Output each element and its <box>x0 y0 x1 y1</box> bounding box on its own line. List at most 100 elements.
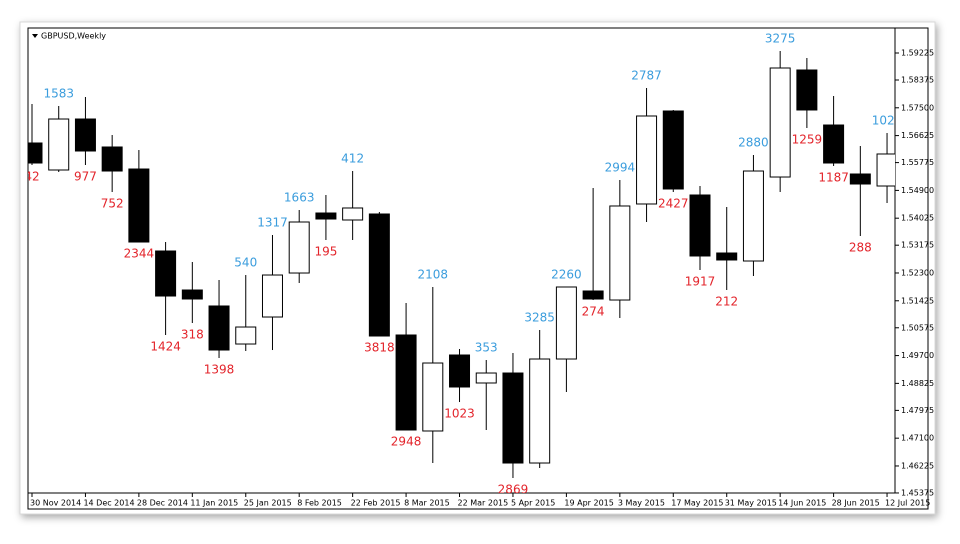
x-tick-label: 22 Mar 2015 <box>458 499 509 508</box>
candle-body <box>689 194 711 257</box>
candle-body <box>849 173 871 185</box>
volume-label: 2994 <box>605 161 636 175</box>
y-tick-label: 1.58375 <box>901 76 934 85</box>
candle-body <box>449 354 471 388</box>
volume-label: 2427 <box>658 197 689 211</box>
volume-label: 42 <box>24 170 39 184</box>
volume-label: 212 <box>715 295 738 309</box>
candle-body <box>208 305 230 351</box>
volume-label: 977 <box>74 170 97 184</box>
candle-body <box>742 170 764 262</box>
candle-body <box>609 205 631 301</box>
x-tick-label: 17 May 2015 <box>671 499 723 508</box>
x-tick-label: 5 Apr 2015 <box>511 499 555 508</box>
volume-label: 3285 <box>524 311 555 325</box>
volume-label: 1023 <box>444 407 475 421</box>
volume-label: 412 <box>341 152 364 166</box>
y-tick-label: 1.45375 <box>901 488 934 497</box>
x-tick-label: 30 Nov 2014 <box>30 499 81 508</box>
candle-body <box>475 372 497 384</box>
y-tick-label: 1.46225 <box>901 461 934 470</box>
y-tick-label: 1.50575 <box>901 323 934 332</box>
x-tick-label: 11 Jan 2015 <box>190 499 238 508</box>
y-tick-label: 1.47975 <box>901 406 934 415</box>
volume-label: 2108 <box>418 267 449 281</box>
y-tick-label: 1.52300 <box>901 268 934 277</box>
volume-label: 1424 <box>150 339 181 353</box>
x-tick-label: 12 Jul 2015 <box>885 499 930 508</box>
x-tick-label: 31 May 2015 <box>725 499 777 508</box>
y-tick-label: 1.54900 <box>901 186 934 195</box>
y-tick-label: 1.48825 <box>901 379 934 388</box>
volume-label: 1583 <box>43 86 74 100</box>
volume-label: 2260 <box>551 267 582 281</box>
volume-label: 1259 <box>792 133 823 147</box>
x-tick-label: 28 Jun 2015 <box>832 499 880 508</box>
candle-body <box>261 274 283 318</box>
candle-body <box>28 142 43 164</box>
y-tick-label: 1.57500 <box>901 103 934 112</box>
x-tick-label: 19 Apr 2015 <box>564 499 613 508</box>
y-tick-label: 1.47100 <box>901 434 934 443</box>
candle-body <box>395 334 417 431</box>
volume-label: 2787 <box>631 69 662 83</box>
volume-label: 1917 <box>685 274 716 288</box>
y-tick-label: 1.51425 <box>901 296 934 305</box>
candle-body <box>662 110 684 190</box>
candle-body <box>181 289 203 300</box>
x-tick-label: 3 May 2015 <box>618 499 665 508</box>
candle-body <box>74 118 96 152</box>
candle-body <box>155 250 177 297</box>
candle-body <box>315 212 337 220</box>
volume-label: 540 <box>234 256 257 270</box>
symbol-menu-arrow[interactable] <box>32 34 38 38</box>
candle-body <box>716 252 738 261</box>
volume-label: 1663 <box>284 190 315 204</box>
volume-label: 353 <box>475 340 498 354</box>
candle-body <box>823 124 845 164</box>
volume-label: 195 <box>314 245 337 259</box>
candle-body <box>636 115 658 205</box>
x-tick-label: 22 Feb 2015 <box>351 499 401 508</box>
volume-label: 318 <box>181 328 204 342</box>
candle-body <box>235 326 257 345</box>
y-tick-label: 1.56625 <box>901 131 934 140</box>
volume-label: 2869 <box>498 483 529 497</box>
y-tick-label: 1.59225 <box>901 49 934 58</box>
candle-body <box>555 286 577 360</box>
volume-label: 1398 <box>204 362 235 376</box>
volume-label: 1317 <box>257 215 288 229</box>
volume-label: 2344 <box>124 247 155 261</box>
candle-body <box>796 69 818 111</box>
volume-label: 2948 <box>391 435 422 449</box>
volume-label: 1026 <box>872 113 903 127</box>
candle-body <box>342 207 364 221</box>
candle-body <box>368 213 390 337</box>
volume-label: 3818 <box>364 341 395 355</box>
chart-title: GBPUSD,Weekly <box>41 32 106 41</box>
volume-label: 288 <box>849 241 872 255</box>
volume-label: 1187 <box>818 170 849 184</box>
candle-body <box>48 118 70 171</box>
volume-label: 752 <box>101 197 124 211</box>
x-tick-label: 14 Jun 2015 <box>778 499 826 508</box>
volume-label: 274 <box>582 305 605 319</box>
candle-body <box>422 362 444 432</box>
y-tick-label: 1.53175 <box>901 241 934 250</box>
candle-body <box>769 67 791 178</box>
y-tick-label: 1.54025 <box>901 214 934 223</box>
volume-label: 3275 <box>765 31 796 45</box>
candle-body <box>101 146 123 172</box>
candle-body <box>876 153 895 187</box>
y-tick-label: 1.55775 <box>901 158 934 167</box>
x-tick-label: 8 Feb 2015 <box>297 499 342 508</box>
candle-body <box>502 372 524 464</box>
volume-label: 2880 <box>738 136 769 150</box>
candle-body <box>288 221 310 274</box>
y-tick-label: 1.49700 <box>901 351 934 360</box>
x-tick-label: 14 Dec 2014 <box>83 499 134 508</box>
candle-body <box>582 290 604 300</box>
x-tick-label: 25 Jan 2015 <box>244 499 292 508</box>
